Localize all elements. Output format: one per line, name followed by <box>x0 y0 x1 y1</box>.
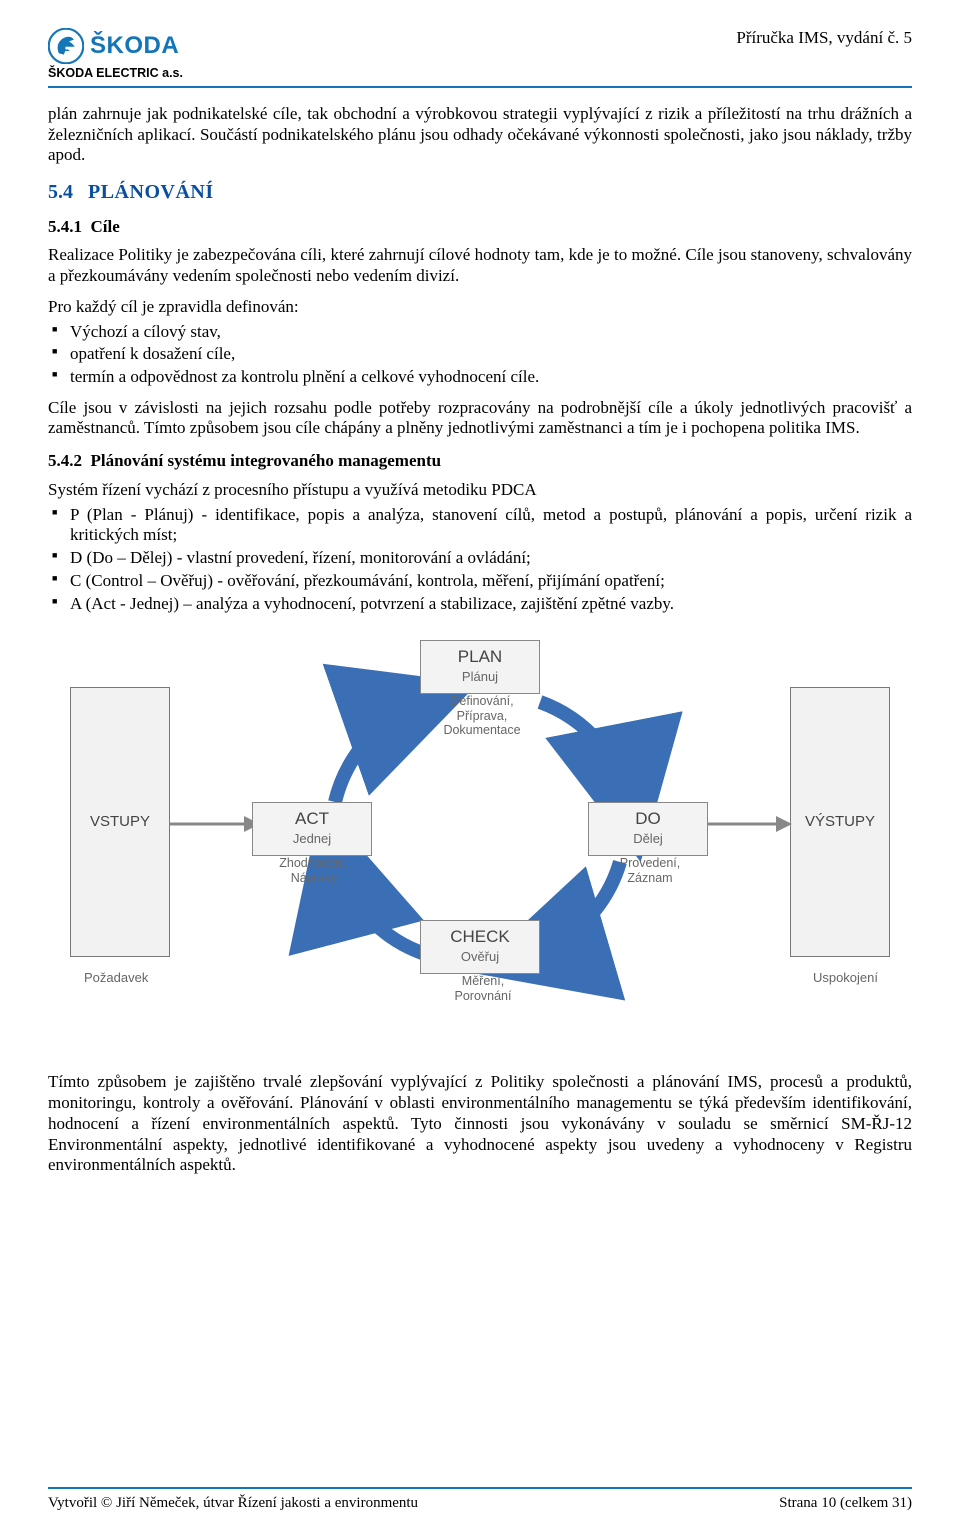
sec541-p3: Cíle jsou v závislosti na jejich rozsahu… <box>48 398 912 439</box>
plan-sub: Plánuj <box>425 669 535 685</box>
check-desc: Měření,Porovnání <box>438 974 528 1003</box>
intro-paragraph: plán zahrnuje jak podnikatelské cíle, ta… <box>48 104 912 166</box>
subsection-title: Cíle <box>91 217 120 236</box>
list-item: P (Plan - Plánuj) - identifikace, popis … <box>48 505 912 546</box>
brand-name: ŠKODA <box>90 32 179 60</box>
act-title: ACT <box>257 809 367 830</box>
body: plán zahrnuje jak podnikatelské cíle, ta… <box>48 104 912 1176</box>
section-5-4-heading: 5.4 PLÁNOVÁNÍ <box>48 180 912 204</box>
do-desc: Provedení,Záznam <box>602 856 698 885</box>
output-arrow-icon <box>702 812 792 836</box>
input-arrow-icon <box>170 812 260 836</box>
page: ŠKODA ŠKODA ELECTRIC a.s. Příručka IMS, … <box>0 0 960 1530</box>
header-rule <box>48 86 912 88</box>
pdca-diagram: VSTUPY Požadavek VÝSTUPY Uspokojení <box>70 632 890 1042</box>
do-box: DO Dělej <box>588 802 708 856</box>
act-sub: Jednej <box>257 831 367 847</box>
section-number: 5.4 <box>48 181 73 203</box>
list-item: A (Act - Jednej) – analýza a vyhodnocení… <box>48 594 912 615</box>
outputs-sublabel: Uspokojení <box>813 970 878 986</box>
footer-right: Strana 10 (celkem 31) <box>779 1495 912 1512</box>
plan-title: PLAN <box>425 647 535 668</box>
logo-block: ŠKODA ŠKODA ELECTRIC a.s. <box>48 28 183 80</box>
plan-desc: Definování,Příprava,Dokumentace <box>432 694 532 737</box>
skoda-logo-icon <box>48 28 84 64</box>
sec542-intro: Systém řízení vychází z procesního příst… <box>48 480 912 501</box>
act-box: ACT Jednej <box>252 802 372 856</box>
section-5-4-1-heading: 5.4.1 Cíle <box>48 217 912 238</box>
list-item: D (Do – Dělej) - vlastní provedení, říze… <box>48 548 912 569</box>
logo-row: ŠKODA <box>48 28 179 64</box>
subsection-number: 5.4.2 <box>48 451 82 470</box>
check-box: CHECK Ověřuj <box>420 920 540 974</box>
sec541-p2: Pro každý cíl je zpravidla definován: <box>48 297 912 318</box>
check-sub: Ověřuj <box>425 949 535 965</box>
inputs-label: VSTUPY <box>90 813 150 831</box>
section-5-4-2-heading: 5.4.2 Plánování systému integrovaného ma… <box>48 451 912 472</box>
subsection-title: Plánování systému integrovaného manageme… <box>91 451 442 470</box>
inputs-box: VSTUPY <box>70 687 170 957</box>
list-item: C (Control – Ověřuj) - ověřování, přezko… <box>48 571 912 592</box>
pdca-cycle: PLAN Plánuj Definování,Příprava,Dokument… <box>250 632 710 1022</box>
outputs-box: VÝSTUPY <box>790 687 890 957</box>
sec541-bullets: Výchozí a cílový stav, opatření k dosaže… <box>48 322 912 388</box>
page-footer: Vytvořil © Jiří Němeček, útvar Řízení ja… <box>48 1487 912 1512</box>
footer-left: Vytvořil © Jiří Němeček, útvar Řízení ja… <box>48 1495 418 1512</box>
document-title: Příručka IMS, vydání č. 5 <box>736 28 912 48</box>
list-item: termín a odpovědnost za kontrolu plnění … <box>48 367 912 388</box>
closing-paragraph: Tímto způsobem je zajištěno trvalé zlepš… <box>48 1072 912 1176</box>
sec542-bullets: P (Plan - Plánuj) - identifikace, popis … <box>48 505 912 615</box>
outputs-label: VÝSTUPY <box>805 813 875 831</box>
check-title: CHECK <box>425 927 535 948</box>
sec541-p1: Realizace Politiky je zabezpečována cíli… <box>48 245 912 286</box>
act-desc: Zhodnocení,Nápravy <box>264 856 364 885</box>
list-item: opatření k dosažení cíle, <box>48 344 912 365</box>
do-title: DO <box>593 809 703 830</box>
subsection-number: 5.4.1 <box>48 217 82 236</box>
plan-box: PLAN Plánuj <box>420 640 540 694</box>
list-item: Výchozí a cílový stav, <box>48 322 912 343</box>
do-sub: Dělej <box>593 831 703 847</box>
section-title: PLÁNOVÁNÍ <box>88 181 214 203</box>
page-header: ŠKODA ŠKODA ELECTRIC a.s. Příručka IMS, … <box>48 28 912 80</box>
company-name: ŠKODA ELECTRIC a.s. <box>48 66 183 80</box>
inputs-sublabel: Požadavek <box>84 970 148 986</box>
